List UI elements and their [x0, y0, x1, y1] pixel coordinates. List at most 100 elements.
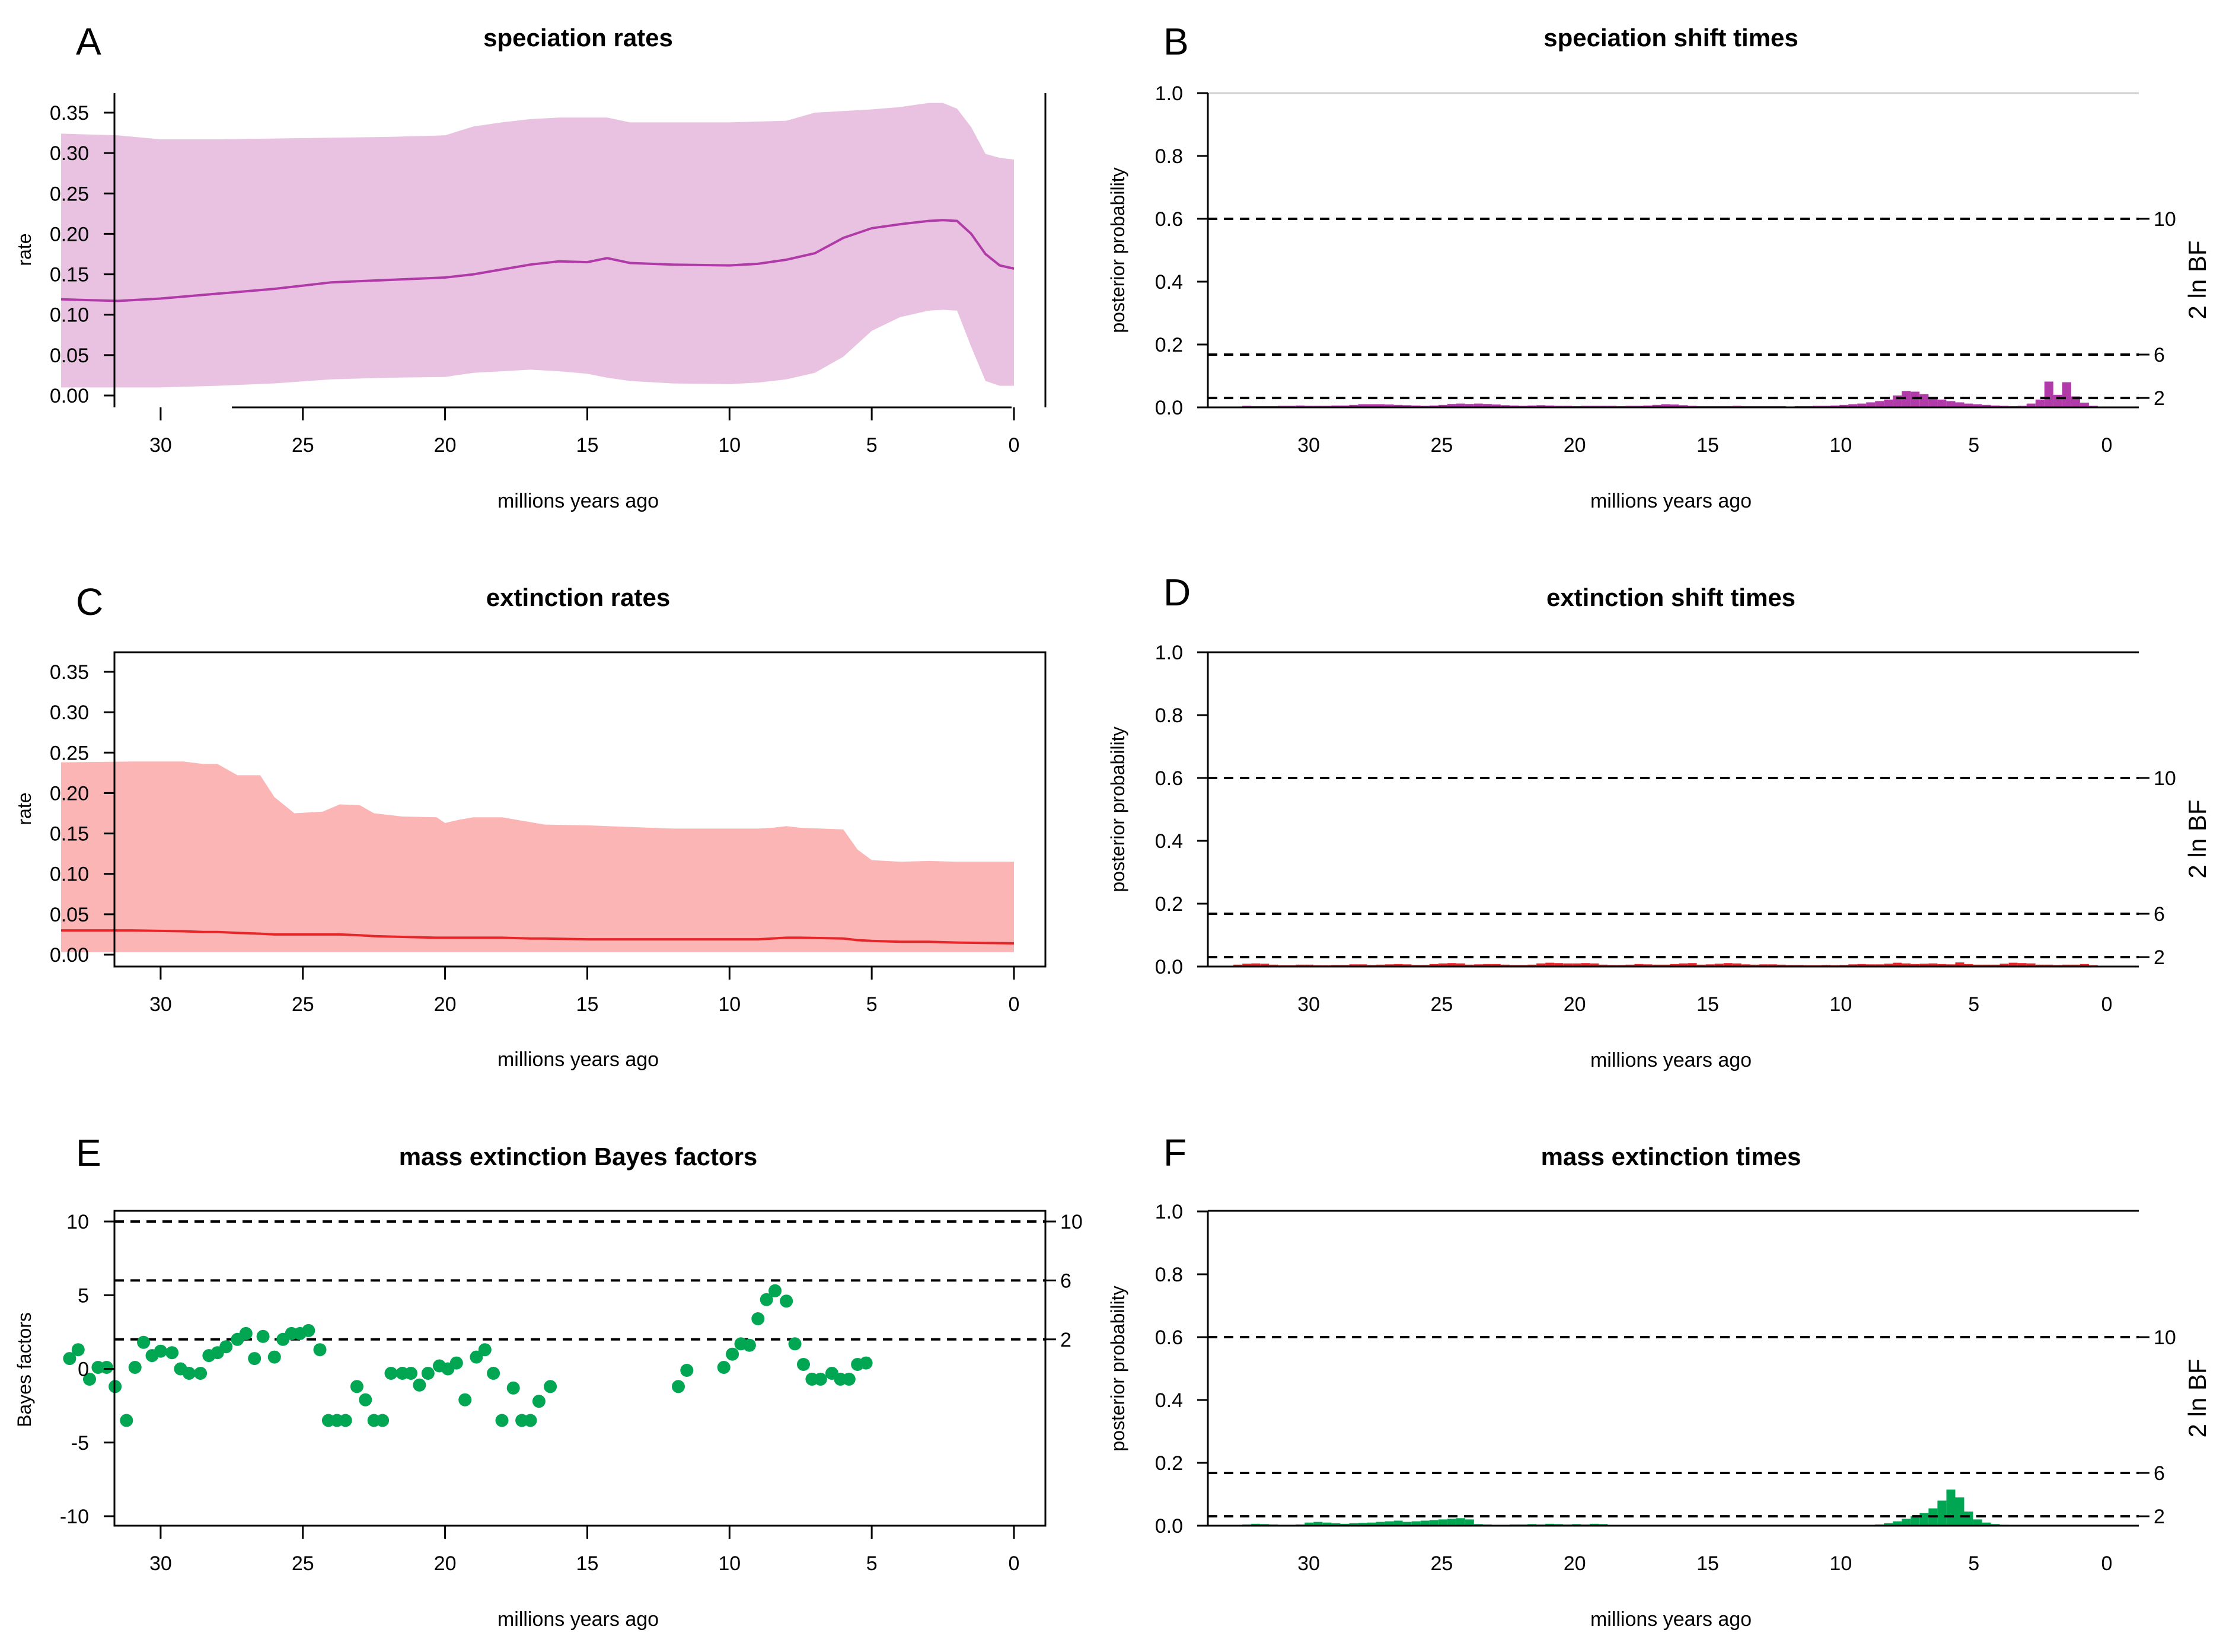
histogram-bar [1902, 391, 1911, 407]
bayes-factor-point [239, 1326, 253, 1340]
histogram-bar [1331, 405, 1341, 407]
panel-letter-c: C [76, 581, 103, 623]
bayes-factor-point [797, 1358, 810, 1371]
histogram-bar [1875, 401, 1884, 407]
histogram-bar [1688, 963, 1697, 967]
panel-a-speciation-rates: A speciation rates 0.350.300.250.200.150… [14, 20, 1047, 512]
histogram-bar [1946, 1490, 1956, 1526]
bayes-factor-point [788, 1337, 802, 1351]
y2-axis-label-d: 2 ln BF [2183, 799, 2211, 878]
histogram-bar [1527, 964, 1537, 967]
x-tick-label: 30 [1297, 434, 1320, 457]
histogram-bar [1973, 964, 1982, 967]
histogram-bar [1501, 405, 1510, 407]
x-tick-label: 20 [1564, 434, 1586, 457]
histogram-bar [1705, 964, 1715, 967]
mean-rate-line-a [60, 219, 1015, 302]
histogram-bar [1456, 963, 1465, 967]
y-tick-label: 0.05 [50, 904, 89, 926]
histogram-bar [1902, 963, 1911, 967]
histogram-bar [1999, 964, 2009, 967]
x-tick-label: 20 [434, 1552, 457, 1575]
histogram-bar [1919, 1513, 1929, 1526]
bayes-factor-point [71, 1343, 85, 1357]
panel-letter-d: D [1163, 571, 1191, 614]
histogram-bar [1545, 1523, 1555, 1526]
y-ticks-e: 10 5 0 -5 -10 [60, 1211, 114, 1528]
x-tick-label: 5 [866, 1552, 878, 1575]
x-tick-label: 5 [866, 434, 878, 457]
histogram-bar [1937, 399, 1947, 408]
histogram-bar [1964, 403, 1973, 407]
x-axis-label-f: millions years ago [1590, 1608, 1752, 1631]
chart-title-a: speciation rates [483, 24, 673, 52]
histogram-bar [1429, 405, 1439, 407]
x-tick-label: 5 [1968, 1552, 1979, 1575]
x-axis-label-c: millions years ago [497, 1048, 659, 1071]
bf-labels-b: 10 6 2 [2139, 208, 2176, 410]
x-tick-label: 25 [1430, 1552, 1453, 1575]
y-tick-label: 0.30 [50, 142, 89, 165]
histogram-bar [1893, 962, 1902, 967]
bayes-factor-point [842, 1372, 856, 1386]
histogram-bar [1928, 963, 1938, 967]
bayes-factor-point [339, 1414, 352, 1427]
x-ticks-f: 30 25 20 15 10 5 0 [1297, 1552, 2112, 1575]
bayes-factor-point [384, 1367, 398, 1380]
bayes-factor-point [256, 1329, 270, 1343]
histogram-bar [1376, 1522, 1385, 1526]
histogram-bar [1260, 964, 1270, 967]
y-ticks-d: 1.0 0.8 0.6 0.4 0.2 0.0 [1155, 642, 1208, 978]
histogram-bar [1714, 964, 1724, 967]
histogram-bar [1946, 401, 1956, 407]
histogram-bar [1955, 1497, 1964, 1526]
y-tick-label: 0.8 [1155, 1264, 1183, 1286]
credible-interval-a [61, 103, 1014, 388]
histogram-bar [1393, 964, 1403, 967]
histogram-bar [1866, 964, 1876, 967]
histogram-bar [1572, 963, 1581, 967]
histogram-bar [1946, 964, 1956, 967]
histogram-bar [1429, 964, 1439, 967]
histogram-bar [1367, 404, 1376, 407]
bayes-factor-point [302, 1323, 315, 1337]
x-tick-label: 20 [1564, 1552, 1586, 1575]
y-tick-label: 0.10 [50, 304, 89, 327]
histogram-bar [1482, 964, 1492, 967]
y-tick-label: 0.8 [1155, 145, 1183, 168]
histogram-bar [1599, 964, 1608, 967]
y-tick-label: 1.0 [1155, 642, 1183, 664]
histogram-bar [1866, 402, 1876, 407]
histogram-bar [1750, 964, 1759, 967]
histogram-bar [1973, 1519, 1982, 1526]
bayes-factor-point [495, 1414, 509, 1427]
histogram-bar [1670, 964, 1679, 967]
histogram-bar [1305, 964, 1314, 967]
histogram-bar [2062, 964, 2071, 967]
x-tick-label: 15 [1696, 1552, 1719, 1575]
bayes-factor-point [120, 1414, 133, 1427]
histogram-bar [1919, 394, 1929, 407]
histogram-bar [1982, 964, 1991, 967]
y-tick-label: 0.0 [1155, 397, 1183, 419]
bf-label: 2 [2154, 1506, 2165, 1528]
histogram-bar [1411, 405, 1421, 407]
histogram-bar [1964, 964, 1973, 967]
histogram-bar [1385, 964, 1394, 967]
y-tick-label: 0.10 [50, 863, 89, 886]
bayes-factor-point [544, 1380, 557, 1393]
bayes-factor-point [524, 1414, 537, 1427]
histogram-bar [1465, 964, 1474, 967]
y-tick-label: 0.15 [50, 264, 89, 286]
bayes-factor-point [267, 1350, 281, 1364]
y-tick-label: 0.4 [1155, 1389, 1183, 1412]
histogram-bar [1527, 405, 1537, 407]
panel-b-speciation-shift-times: B speciation shift times 1.0 0.8 0.6 0.4 0.2… [1107, 20, 2211, 512]
x-tick-label: 25 [292, 1552, 314, 1575]
histogram-bar [1438, 963, 1447, 967]
histogram-bar [1269, 964, 1278, 967]
bayes-factor-point [350, 1380, 363, 1393]
histogram-bar [1349, 404, 1358, 407]
x-tick-label: 25 [1430, 434, 1453, 457]
